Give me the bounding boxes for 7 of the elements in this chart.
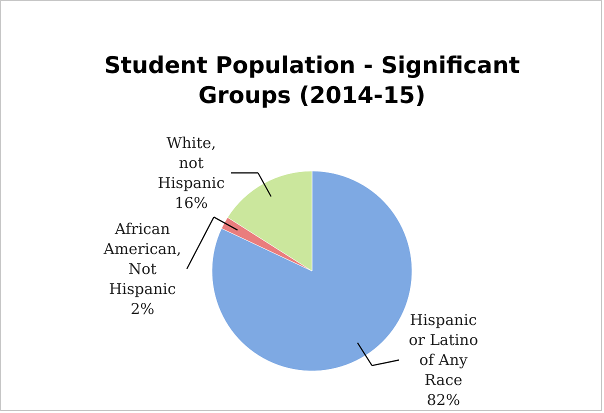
data-label: 2% [130, 300, 154, 318]
data-label: 82% [426, 391, 460, 409]
slice-label: White, not Hispanic [158, 134, 225, 192]
chart-title: Student Population - Significant Groups (2014-15) [104, 53, 520, 109]
slice-label: African American, Not Hispanic [102, 220, 182, 298]
data-label: 16% [174, 194, 208, 212]
slice-label: Hispanic or Latino of Any Race [408, 311, 478, 389]
